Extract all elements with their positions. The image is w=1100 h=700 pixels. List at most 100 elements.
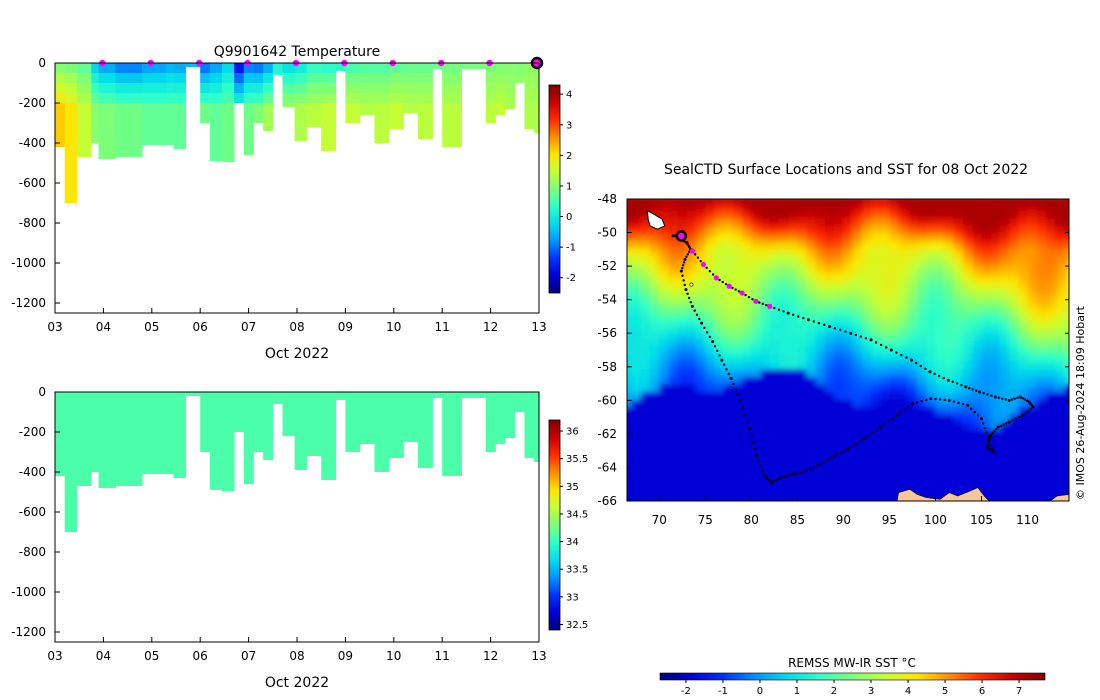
sst-cell xyxy=(953,422,964,431)
sst-cell xyxy=(889,384,900,393)
sst-cell xyxy=(760,444,771,453)
sst-cell xyxy=(668,482,679,491)
sst-cell xyxy=(650,308,660,318)
sst-cell xyxy=(732,459,743,469)
sst-cell xyxy=(861,467,872,476)
track-point xyxy=(745,420,749,423)
sst-cell xyxy=(806,233,817,242)
sst-cell xyxy=(944,474,955,484)
track-point xyxy=(713,345,717,348)
sst-cell xyxy=(843,278,854,287)
sst-cell xyxy=(751,407,762,416)
sst-cell xyxy=(806,203,817,212)
sst-cell xyxy=(907,331,918,340)
sst-cell xyxy=(714,225,725,234)
sst-cell xyxy=(640,286,651,295)
temperature-cell xyxy=(524,93,535,103)
sst-cell xyxy=(732,225,743,234)
track-point xyxy=(914,361,918,365)
sst-cell xyxy=(705,437,716,446)
temperature-cell xyxy=(55,103,66,123)
track-point xyxy=(808,467,812,471)
sst-cell xyxy=(889,474,900,484)
track-point xyxy=(725,368,728,371)
sst-cell xyxy=(843,384,854,393)
sst-cell xyxy=(705,429,716,438)
sst-cell xyxy=(742,301,752,310)
sst-cell xyxy=(1009,391,1019,401)
sst-cell xyxy=(834,331,844,340)
sst-cell xyxy=(852,459,863,469)
temperature-cell xyxy=(234,83,245,93)
sst-cell xyxy=(806,361,817,370)
track-point xyxy=(774,478,778,482)
sst-cell xyxy=(990,444,1001,453)
temperature-cell xyxy=(243,63,254,73)
sst-cell xyxy=(677,490,688,499)
sst-cell xyxy=(1036,346,1047,355)
daily-surface-marker xyxy=(700,261,707,268)
temperature-cell xyxy=(166,123,174,143)
sst-cell xyxy=(806,278,817,287)
track-point xyxy=(995,428,998,431)
sst-cell xyxy=(650,444,660,453)
sst-cell xyxy=(788,459,798,469)
x-tick-label: 10 xyxy=(386,320,401,334)
sst-cell xyxy=(926,256,937,265)
sst-cell xyxy=(1045,323,1056,333)
sst-cell xyxy=(917,369,927,378)
track-point xyxy=(839,451,843,454)
sst-cell xyxy=(760,199,771,204)
sst-cell xyxy=(1064,490,1069,499)
sst-cell xyxy=(834,459,844,469)
sst-cell xyxy=(861,407,872,416)
y-tick-label: 0 xyxy=(38,56,46,70)
sst-cell xyxy=(668,376,679,385)
track-point xyxy=(833,326,837,330)
sst-cell xyxy=(659,429,670,438)
sst-cell xyxy=(953,286,964,295)
sst-cell xyxy=(742,459,752,469)
sst-cell xyxy=(917,233,927,242)
sst-cell xyxy=(815,490,826,499)
sst-cell xyxy=(659,323,670,333)
sst-cell xyxy=(1045,271,1056,280)
sst-cell xyxy=(981,263,992,272)
track-point xyxy=(910,402,914,406)
sst-cell xyxy=(963,422,973,431)
sst-cell xyxy=(723,437,734,446)
sst-cell xyxy=(880,301,891,310)
sst-cell xyxy=(788,210,798,219)
sst-cell xyxy=(760,293,771,302)
sst-cell xyxy=(1046,505,1056,513)
sst-cell xyxy=(769,369,780,378)
sst-cell xyxy=(972,414,983,423)
sst-cell xyxy=(769,399,780,408)
sst-cell xyxy=(1064,407,1069,416)
sst-cell xyxy=(1045,263,1056,272)
sst-cell xyxy=(815,240,826,250)
sst-cell xyxy=(797,301,808,310)
sst-cell xyxy=(686,467,697,476)
temperature-cell xyxy=(442,103,462,123)
sst-cell xyxy=(659,361,670,370)
sst-cell xyxy=(732,467,743,476)
track-point xyxy=(687,250,691,254)
sst-cell xyxy=(631,240,642,250)
sst-cell xyxy=(1018,271,1029,280)
sst-cell xyxy=(788,331,798,340)
sst-cell xyxy=(1045,301,1056,310)
sst-cell xyxy=(627,218,633,227)
sst-cell xyxy=(926,331,937,340)
sst-cell xyxy=(714,354,725,363)
sst-cell xyxy=(723,203,734,212)
sst-cell xyxy=(640,444,651,453)
sst-cell xyxy=(760,263,771,272)
sst-cell xyxy=(963,293,973,302)
sst-cell xyxy=(751,354,762,363)
sst-cell xyxy=(696,407,706,416)
sst-cell xyxy=(668,286,679,295)
sst-cell xyxy=(1036,459,1047,469)
sst-cell xyxy=(797,278,808,287)
track-point xyxy=(929,397,933,401)
